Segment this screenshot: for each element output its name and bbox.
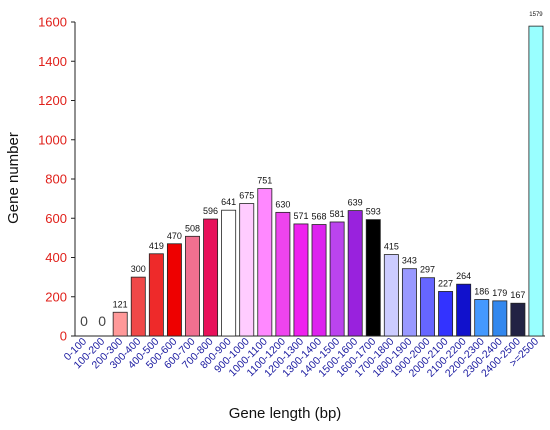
data-label: 470 bbox=[167, 231, 182, 241]
y-tick-label: 600 bbox=[45, 211, 67, 226]
data-label: 186 bbox=[474, 286, 489, 296]
y-tick-label: 800 bbox=[45, 172, 67, 187]
data-label: 264 bbox=[456, 271, 471, 281]
y-axis-title: Gene number bbox=[5, 132, 22, 224]
data-label: 751 bbox=[257, 176, 272, 186]
bar bbox=[492, 300, 508, 337]
data-label: 675 bbox=[239, 191, 254, 201]
data-label: 227 bbox=[438, 278, 453, 288]
data-label: 568 bbox=[312, 212, 327, 222]
data-label: 121 bbox=[113, 299, 128, 309]
bar bbox=[329, 221, 345, 337]
bar bbox=[383, 254, 399, 337]
data-label: 571 bbox=[293, 211, 308, 221]
y-tick-label: 1200 bbox=[38, 93, 67, 108]
data-label: 0 bbox=[80, 313, 88, 329]
data-label: 581 bbox=[330, 209, 345, 219]
bar bbox=[365, 219, 381, 337]
data-label: 630 bbox=[275, 199, 290, 209]
data-label: 343 bbox=[402, 256, 417, 266]
data-label: 179 bbox=[492, 288, 507, 298]
y-tick-label: 400 bbox=[45, 250, 67, 265]
bar bbox=[185, 235, 200, 337]
bar bbox=[148, 253, 164, 337]
bar bbox=[203, 218, 219, 337]
data-label: 167 bbox=[510, 290, 525, 300]
plot-area: 0200400600800100012001400160000-1000100-… bbox=[38, 12, 545, 380]
data-label: 419 bbox=[149, 241, 164, 251]
bar bbox=[438, 291, 454, 337]
bar bbox=[130, 276, 146, 337]
y-tick-label: 1600 bbox=[38, 15, 67, 30]
bar bbox=[221, 209, 237, 337]
bar bbox=[293, 223, 309, 337]
y-tick-label: 1400 bbox=[38, 54, 67, 69]
bar bbox=[239, 203, 255, 337]
data-label: 415 bbox=[384, 242, 399, 252]
data-label: 641 bbox=[221, 197, 236, 207]
y-tick-label: 200 bbox=[45, 289, 67, 304]
data-label: 1579 bbox=[529, 12, 543, 18]
data-label: 297 bbox=[420, 265, 435, 275]
data-label: 593 bbox=[366, 207, 381, 217]
bar bbox=[257, 188, 273, 337]
bar bbox=[166, 243, 182, 337]
bar bbox=[311, 224, 327, 337]
bar bbox=[420, 277, 435, 337]
bar bbox=[456, 283, 472, 337]
bar bbox=[112, 311, 128, 337]
data-label: 300 bbox=[131, 264, 146, 274]
bar bbox=[275, 211, 291, 337]
bar bbox=[347, 210, 363, 337]
data-label: 639 bbox=[348, 198, 363, 208]
y-tick-label: 1000 bbox=[38, 132, 67, 147]
bar bbox=[528, 25, 544, 337]
data-label: 596 bbox=[203, 206, 218, 216]
data-label: 508 bbox=[185, 223, 200, 233]
data-label: 0 bbox=[98, 313, 106, 329]
x-axis-title: Gene length (bp) bbox=[229, 405, 342, 422]
bar bbox=[401, 268, 417, 337]
y-tick-label: 0 bbox=[60, 329, 67, 344]
bar bbox=[510, 302, 526, 337]
bar bbox=[474, 299, 490, 337]
